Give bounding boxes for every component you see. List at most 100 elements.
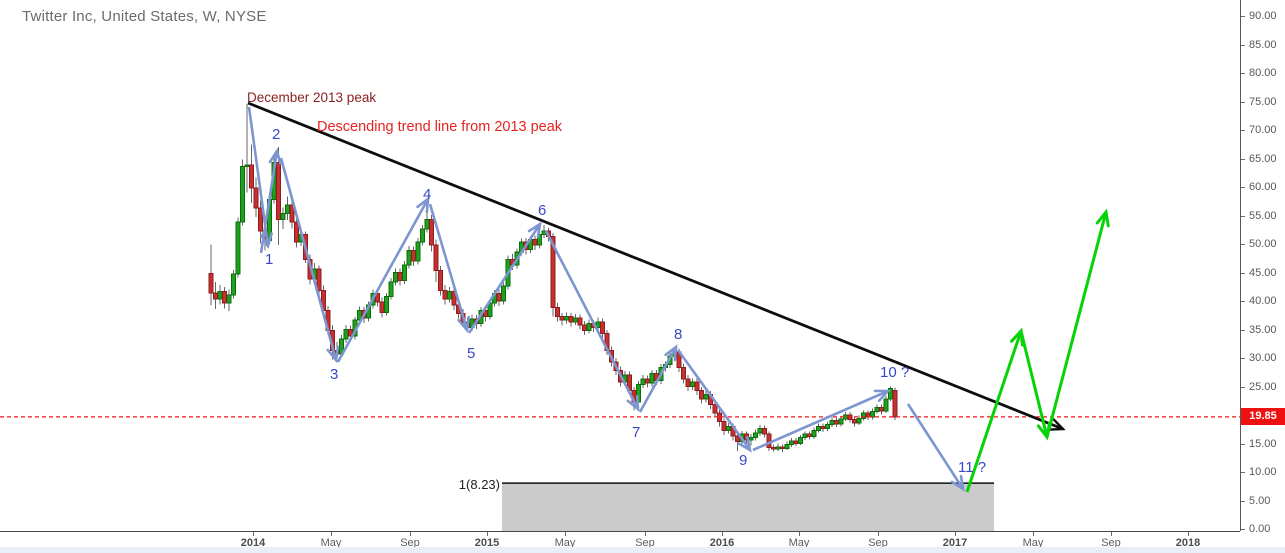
candle [231,270,236,299]
price-tick-label: 45.00 [1249,266,1277,279]
candle [811,427,817,439]
candle [753,429,758,441]
price-tick-label: 35.00 [1249,323,1277,336]
candle [820,423,826,432]
price-tick: 35.00 [1241,324,1285,338]
price-tick: 65.00 [1241,153,1285,167]
wave-label-8[interactable]: 8 [674,326,683,343]
candle [681,363,686,384]
arrowhead [626,394,640,412]
price-tick-mark [1241,244,1245,245]
descending-trend-line[interactable] [247,101,1066,431]
candle [442,284,448,305]
time-tick-mark [722,532,723,536]
candle [874,404,880,414]
candle [343,324,349,344]
candle [717,409,722,427]
candle [807,431,812,440]
price-tick: 0.00 [1241,523,1285,537]
wave-label-9[interactable]: 9 [739,452,748,469]
candle [397,268,403,286]
candle [411,246,416,267]
time-tick-label: May [320,537,342,549]
time-tick-label: Sep [400,537,420,549]
wave-label-6[interactable]: 6 [538,202,547,219]
candle [690,378,695,390]
price-tick: 90.00 [1241,10,1285,24]
candle [888,386,893,402]
candle [721,418,727,435]
wave-arrow-path[interactable] [247,106,965,492]
candle [843,412,848,422]
candle [798,434,803,446]
candle [694,378,700,395]
price-tick-label: 75.00 [1249,95,1277,108]
candle [757,425,763,436]
price-tick-label: 25.00 [1249,380,1277,393]
candle [775,443,781,451]
annotation-trendline-label[interactable]: Descending trend line from 2013 peak [317,119,563,135]
candle [555,303,560,322]
candle [280,207,286,230]
price-tick: 85.00 [1241,39,1285,53]
candle [240,159,245,226]
candle [829,417,835,427]
candle [825,421,830,431]
wave-label-10-q[interactable]: 10 ? [880,364,910,381]
candle [879,404,884,415]
candle [420,225,425,246]
price-tick: 75.00 [1241,96,1285,110]
symbol-title[interactable]: Twitter Inc, United States, W, NYSE [22,8,267,25]
support-zone-label[interactable]: 1(8.23) [458,477,500,492]
candle [870,408,875,420]
wave-label-5[interactable]: 5 [467,345,476,362]
price-tick: 60.00 [1241,181,1285,195]
price-tick-mark [1241,500,1245,502]
arrowhead [737,435,752,453]
time-tick-label: Sep [635,537,655,549]
candle [600,318,605,338]
price-tick-label: 5.00 [1249,494,1271,507]
candle [838,416,844,427]
price-tick-mark [1241,386,1245,388]
price-tick: 10.00 [1241,466,1285,480]
price-tick: 5.00 [1241,495,1285,509]
annotation-peak-label[interactable]: December 2013 peak [247,90,377,105]
arrowhead [664,344,678,362]
candle [222,287,227,309]
price-tick-mark [1241,130,1245,131]
wave-label-2[interactable]: 2 [272,126,281,143]
wave-label-7[interactable]: 7 [632,424,641,441]
candle [834,417,839,427]
arrowhead [527,221,542,239]
wave-label-1[interactable]: 1 [265,251,274,268]
candle [640,374,646,389]
price-tick-mark [1241,101,1245,103]
candle [865,410,871,420]
candle [244,104,250,193]
price-tick-mark [1241,215,1245,217]
time-tick-mark [1111,532,1112,536]
support-zone-box[interactable] [502,483,994,531]
price-tick: 15.00 [1241,438,1285,452]
time-tick-label: May [554,537,576,549]
footer-strip [0,547,1285,553]
wave-label-11-q[interactable]: 11 ? [958,459,987,476]
candle [802,431,808,440]
price-tick: 30.00 [1241,352,1285,366]
wave-label-4[interactable]: 4 [423,186,432,203]
price-tick: 45.00 [1241,267,1285,281]
projection-arrow-path[interactable] [965,208,1110,493]
price-axis[interactable]: 90.00 85.00 80.00 75.00 70.00 65.00 60.00 55.00… [1240,0,1285,535]
candle [762,425,767,438]
price-tick-label: 65.00 [1249,152,1277,165]
candle [253,177,259,218]
candle [379,297,385,318]
wave-label-3[interactable]: 3 [330,366,339,383]
price-tick-mark [1241,272,1245,274]
candle [883,396,889,414]
candle [573,313,578,325]
time-tick-mark [1188,532,1189,536]
price-tick: 40.00 [1241,295,1285,309]
price-tick-label: 85.00 [1249,38,1277,51]
